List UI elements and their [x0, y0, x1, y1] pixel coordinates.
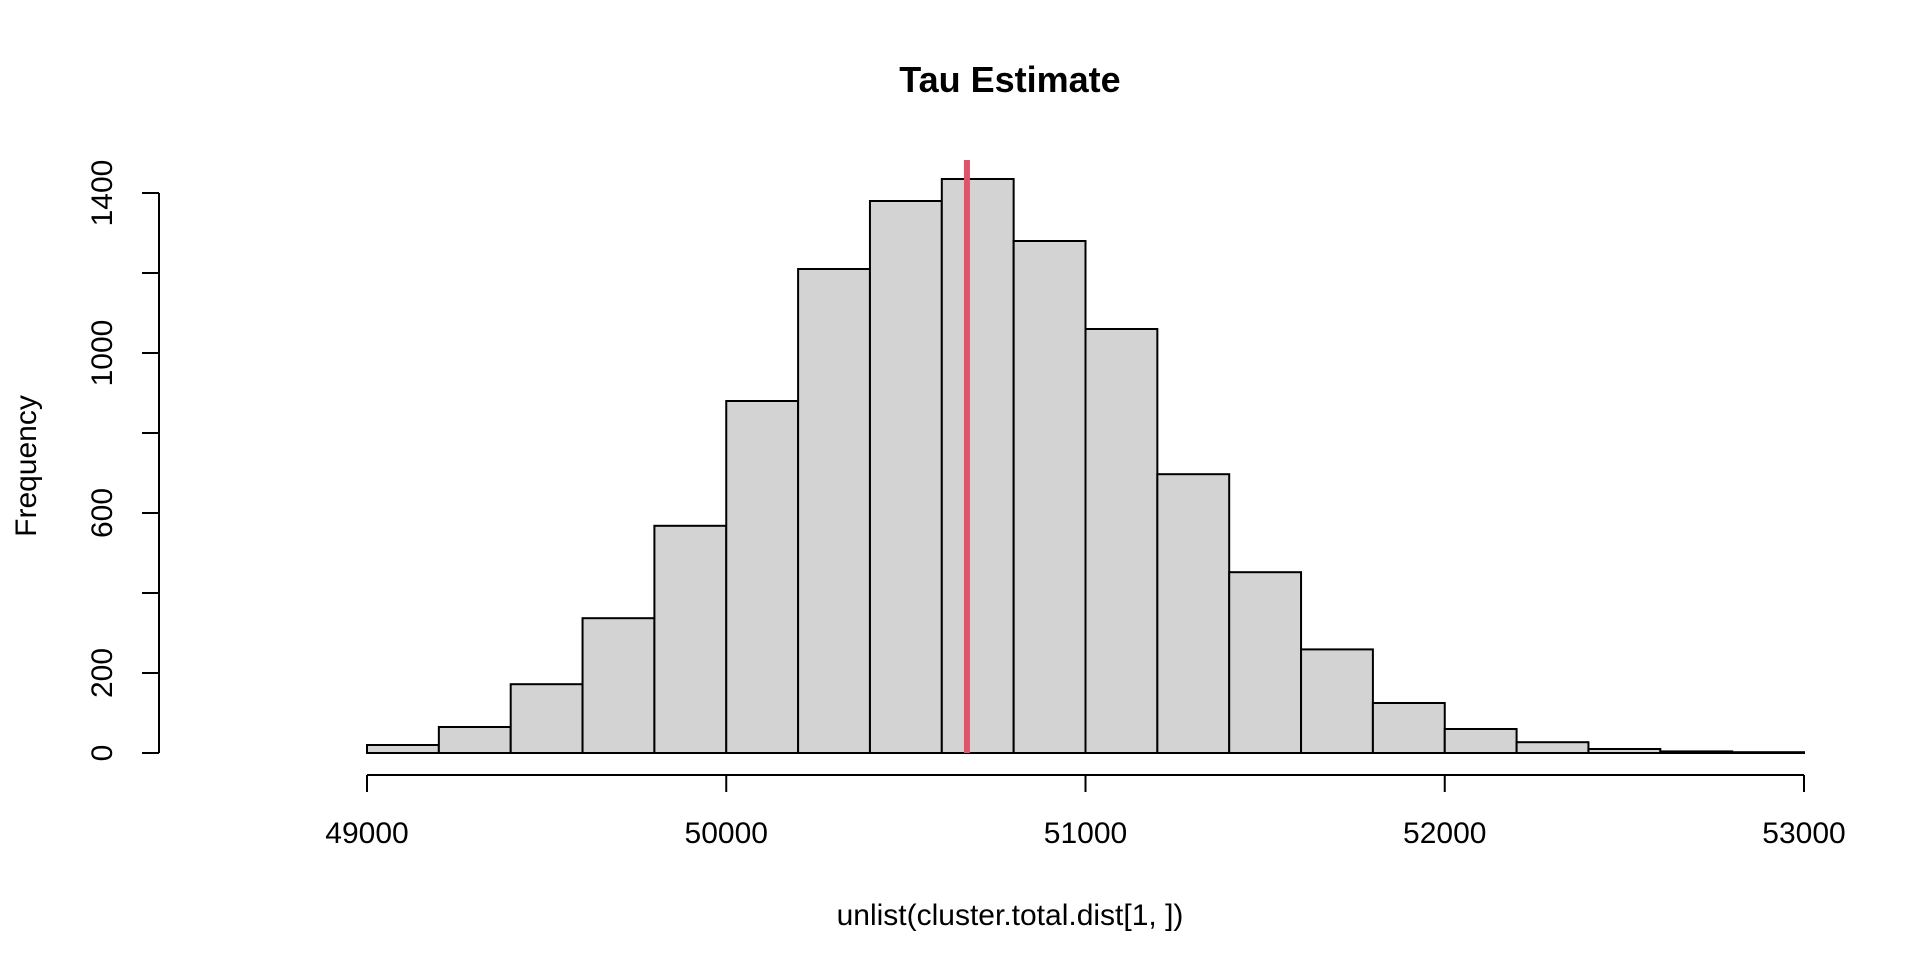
histogram-bar — [1084, 328, 1159, 754]
x-tick-label: 50000 — [685, 817, 768, 850]
histogram-bar — [940, 178, 1015, 754]
x-axis: 49000 50000 51000 52000 53000 — [325, 774, 1846, 850]
y-tick-label: 200 — [86, 648, 119, 698]
histogram-bar — [1587, 748, 1662, 754]
histogram-bar — [725, 400, 800, 754]
y-tick-label: 600 — [86, 488, 119, 538]
x-tick-label: 51000 — [1044, 817, 1127, 850]
histogram-bar — [1371, 702, 1446, 754]
chart-title: Tau Estimate — [899, 59, 1120, 100]
histogram-bar — [797, 268, 871, 754]
histogram-bar — [1156, 473, 1231, 754]
histogram-bar — [509, 683, 584, 755]
histogram-bar — [1012, 240, 1087, 754]
histogram-bar — [653, 524, 728, 754]
y-axis-label: Frequency — [10, 395, 43, 537]
y-axis: 0 200 600 1000 1400 — [86, 160, 160, 762]
histogram-bar — [1659, 750, 1734, 755]
x-tick-label: 49000 — [325, 817, 408, 850]
x-tick-label: 52000 — [1403, 817, 1486, 850]
histogram-bar — [437, 726, 512, 754]
histogram-bar — [581, 617, 656, 755]
histogram-bar — [1300, 648, 1374, 755]
histogram-bar — [1228, 571, 1303, 755]
histogram-bar — [1515, 741, 1590, 755]
y-tick-label: 1000 — [86, 320, 119, 387]
histogram-bar — [366, 744, 440, 754]
histogram-bar — [1443, 728, 1518, 754]
x-axis-label: unlist(cluster.total.dist[1, ]) — [837, 899, 1184, 932]
histogram-bar — [1731, 751, 1806, 755]
y-tick-label: 1400 — [86, 160, 119, 227]
y-tick-label: 0 — [86, 745, 119, 762]
x-tick-label: 53000 — [1762, 817, 1845, 850]
histogram-bars — [366, 178, 1806, 755]
histogram-bar — [868, 200, 943, 754]
